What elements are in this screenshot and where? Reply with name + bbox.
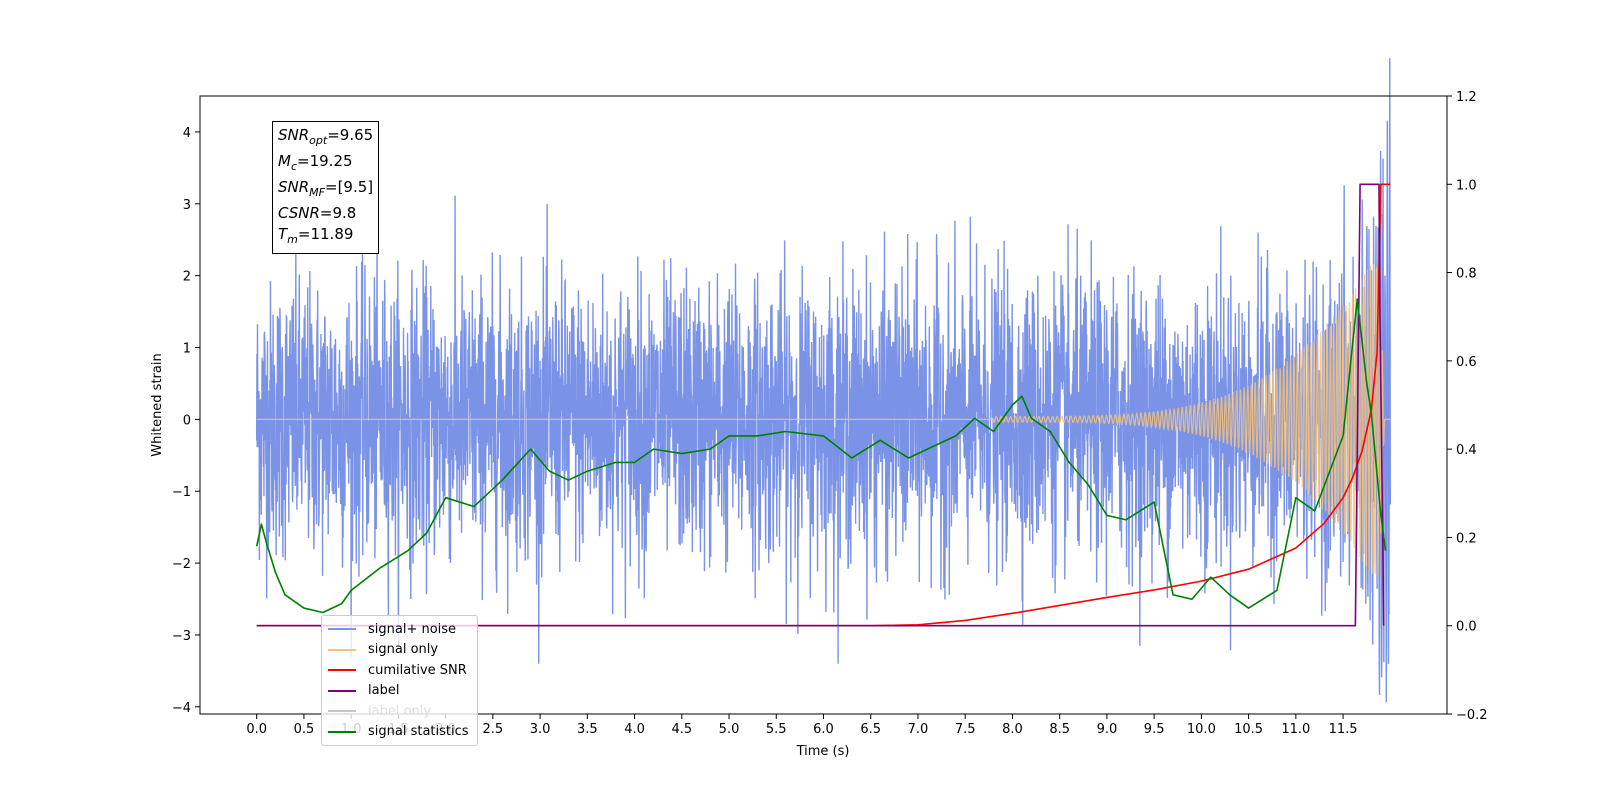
annotation-row: CSNR=9.8	[278, 203, 373, 224]
annotation-subscript: m	[287, 233, 298, 246]
plot-area	[255, 58, 1392, 703]
legend-label: signal only	[368, 642, 439, 658]
annotation-value: =11.89	[297, 225, 354, 243]
y-tick-label: −2	[172, 557, 191, 572]
y-axis-label: Whitened strain	[150, 353, 165, 456]
legend-item: signal+ noise	[322, 619, 477, 640]
legend-label: signal statistics	[368, 724, 469, 740]
annotation-subscript: opt	[309, 134, 328, 147]
y2-tick-label: 1.0	[1456, 178, 1477, 193]
series-signal-statistics	[255, 298, 1387, 614]
y-tick-label: −4	[172, 701, 191, 716]
annotation-row: Tm=11.89	[278, 224, 373, 250]
series-signal-only	[256, 262, 1391, 577]
x-tick-label: 10.5	[1234, 722, 1263, 737]
y2-tick-label: 0.6	[1456, 355, 1477, 370]
y2-tick-label: 0.0	[1456, 620, 1477, 635]
legend-label: cumilative SNR	[368, 662, 467, 678]
y-tick-label: 2	[183, 270, 191, 285]
x-tick-label: 9.0	[1097, 722, 1118, 737]
legend-label: signal+ noise	[368, 621, 457, 637]
annotation-box: SNRopt=9.65 Mc=19.25 SNRMF=[9.5] CSNR=9.8 Tm…	[272, 121, 380, 254]
legend-swatch	[328, 689, 356, 692]
x-axis: 0.00.51.01.52.02.53.03.54.04.55.05.56.06…	[246, 714, 1358, 737]
annotation-symbol: SNR	[278, 178, 310, 196]
y2-tick-label: 0.2	[1456, 531, 1477, 546]
y-tick-label: 0	[183, 413, 191, 428]
x-tick-label: 6.0	[813, 722, 834, 737]
y-axis-right: −0.2 0.0 0.2 0.4 0.6 0.8 1.0 1.2	[1447, 90, 1488, 723]
y2-tick-label: −0.2	[1456, 708, 1488, 723]
legend-swatch	[328, 669, 356, 672]
annotation-symbol: CSNR	[278, 204, 320, 222]
y-tick-label: 1	[183, 342, 191, 357]
legend-label: label	[368, 683, 400, 699]
y-tick-label: 3	[183, 198, 191, 213]
annotation-value: =9.8	[319, 204, 357, 222]
x-tick-label: 4.5	[671, 722, 692, 737]
y-axis-left: −4 −3 −2 −1 0 1 2 3 4	[172, 126, 200, 716]
x-tick-label: 5.0	[719, 722, 740, 737]
y-tick-label: −1	[172, 485, 191, 500]
x-tick-label: 0.5	[294, 722, 315, 737]
legend-item: label only	[322, 701, 477, 722]
x-tick-label: 11.5	[1329, 722, 1358, 737]
annotation-subscript: MF	[309, 186, 325, 199]
annotation-subscript: c	[290, 160, 298, 173]
x-tick-label: 2.5	[483, 722, 504, 737]
legend-item: signal statistics	[322, 722, 477, 743]
x-tick-label: 10.0	[1187, 722, 1216, 737]
legend-item: signal only	[322, 640, 477, 661]
annotation-value: =[9.5]	[325, 178, 374, 196]
x-tick-label: 8.5	[1049, 722, 1070, 737]
x-tick-label: 4.0	[624, 722, 645, 737]
annotation-row: SNRMF=[9.5]	[278, 177, 373, 203]
x-tick-label: 7.5	[955, 722, 976, 737]
x-tick-label: 8.0	[1002, 722, 1023, 737]
x-tick-label: 3.5	[577, 722, 598, 737]
legend-swatch	[328, 648, 356, 651]
y-tick-label: 4	[183, 126, 191, 141]
annotation-value: =19.25	[297, 152, 353, 170]
annotation-row: SNRopt=9.65	[278, 125, 373, 151]
legend-item: label	[322, 681, 477, 702]
legend-item: cumilative SNR	[322, 660, 477, 681]
x-tick-label: 9.5	[1144, 722, 1165, 737]
x-tick-label: 3.0	[530, 722, 551, 737]
x-axis-label: Time (s)	[796, 744, 850, 759]
series-label	[256, 183, 1385, 627]
y2-tick-label: 0.8	[1456, 267, 1477, 282]
legend-label: label only	[368, 703, 432, 719]
legend-swatch	[328, 730, 356, 733]
annotation-symbol: M	[278, 152, 291, 170]
annotation-symbol: T	[278, 225, 288, 243]
x-tick-label: 11.0	[1281, 722, 1310, 737]
legend: signal+ noise signal only cumilative SNR la…	[321, 615, 478, 746]
annotation-row: Mc=19.25	[278, 151, 373, 177]
legend-swatch	[328, 710, 356, 713]
x-tick-label: 7.0	[908, 722, 929, 737]
x-tick-label: 0.0	[246, 722, 267, 737]
annotation-value: =9.65	[327, 126, 374, 144]
x-tick-label: 5.5	[766, 722, 787, 737]
y2-tick-label: 1.2	[1456, 90, 1477, 105]
y-tick-label: −3	[172, 629, 191, 644]
x-tick-label: 6.5	[860, 722, 881, 737]
y2-tick-label: 0.4	[1456, 443, 1477, 458]
legend-swatch	[328, 628, 356, 631]
annotation-symbol: SNR	[278, 126, 310, 144]
